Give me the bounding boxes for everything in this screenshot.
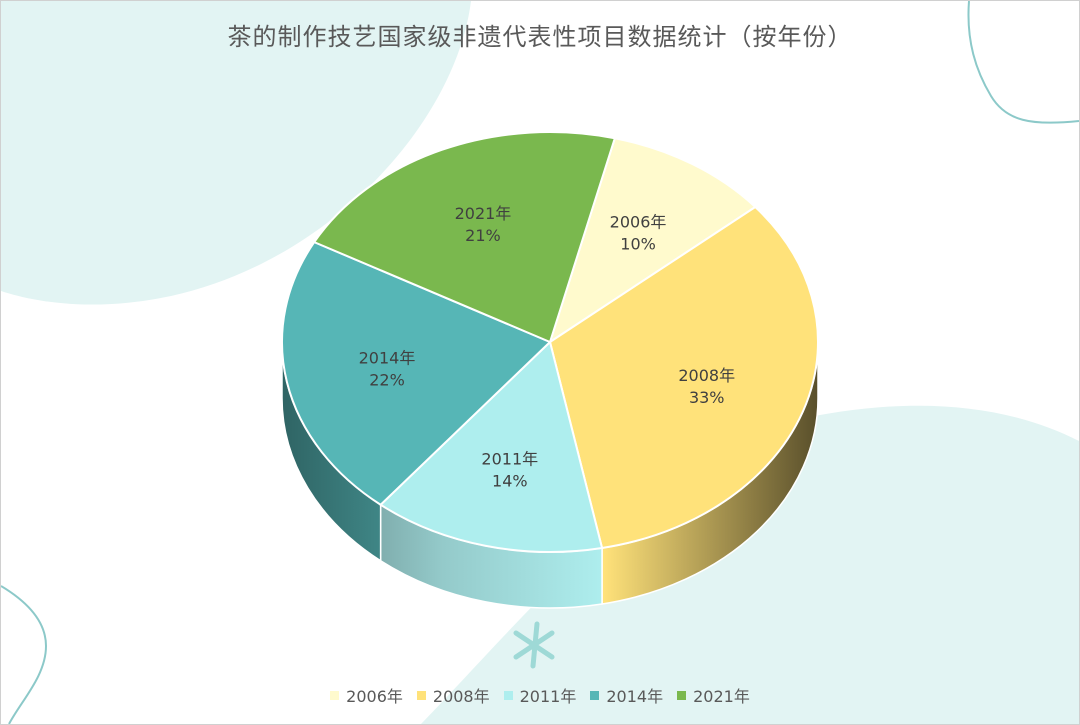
slice-label-category: 2021年 <box>455 204 512 223</box>
legend-swatch <box>677 690 687 700</box>
slice-label-category: 2011年 <box>481 449 538 468</box>
sparkle-icon <box>513 621 555 669</box>
legend-label: 2008年 <box>432 687 490 706</box>
legend-label: 2011年 <box>519 687 577 706</box>
legend-label: 2014年 <box>606 687 664 706</box>
legend-swatch <box>416 690 426 700</box>
legend-item: 2014年 <box>590 683 663 707</box>
chart-legend: 2006年 2008年 2011年 2014年 2021年 <box>1 683 1079 707</box>
slice-label-category: 2014年 <box>359 348 416 367</box>
pie-slice-3 <box>379 340 604 554</box>
slice-label-category: 2006年 <box>610 213 667 232</box>
legend-swatch <box>330 690 340 700</box>
legend-label: 2021年 <box>693 687 750 706</box>
chart-title: 茶的制作技艺国家级非遗代表性项目数据统计（按年份） <box>227 23 853 51</box>
slice-label-percent: 21% <box>465 226 501 245</box>
pie-slice-5 <box>312 131 617 344</box>
slice-label-percent: 14% <box>492 471 528 490</box>
slice-label-category: 2008年 <box>678 366 735 385</box>
legend-item: 2008年 <box>416 683 490 707</box>
slice-label-percent: 22% <box>369 370 405 389</box>
legend-swatch <box>503 690 513 700</box>
legend-item: 2021年 <box>677 683 750 707</box>
legend-swatch <box>590 690 600 700</box>
pie-slice-4 <box>281 240 552 507</box>
legend-label: 2006年 <box>346 687 403 706</box>
slice-label-percent: 10% <box>620 235 656 254</box>
slice-label-percent: 33% <box>689 388 725 407</box>
pie-slice-1 <box>548 137 757 345</box>
legend-item: 2006年 <box>330 683 403 707</box>
pie-slice-2 <box>548 205 819 550</box>
legend-item: 2011年 <box>503 683 577 707</box>
